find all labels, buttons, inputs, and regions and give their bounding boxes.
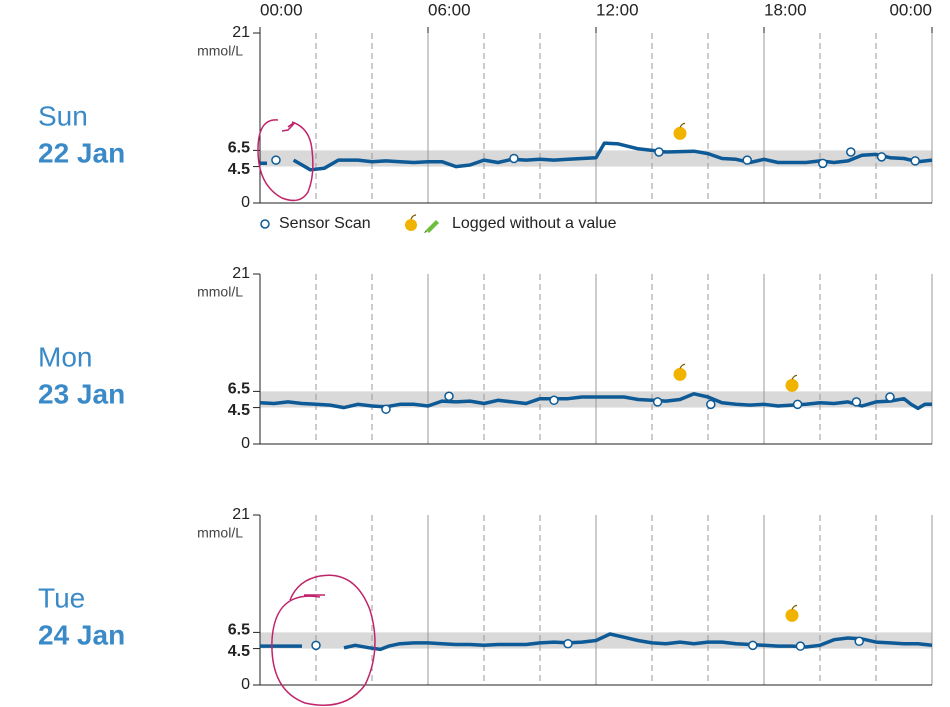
y-tick-label: 21 [232,265,250,282]
x-tick-label: 00:00 [260,0,303,19]
sensor-scan [509,153,519,164]
food-icon [673,367,687,381]
sensor-scan [381,404,391,414]
sensor-scan [792,399,803,410]
sensor-scan [846,147,856,157]
sensor-scan [885,392,895,402]
sensor-scan [563,638,573,649]
food-icon [785,378,799,392]
y-tick-label: 0 [241,676,250,693]
food-marker [785,374,799,392]
y-tick-label: 6.5 [228,140,250,157]
sensor-scan [910,156,920,166]
y-unit: mmol/L [197,284,243,300]
sensor-scan [444,391,454,401]
sensor-scan [311,640,321,651]
y-tick-label: 21 [232,24,250,41]
food-icon [785,608,799,622]
hand-circle [257,119,314,202]
day-name: Tue [38,582,85,613]
food-stem [791,374,798,380]
x-tick-label: 06:00 [428,0,471,19]
food-icon [673,126,687,140]
food-stem [791,604,798,610]
sensor-scan [876,152,887,162]
legend-pen-icon [424,220,439,233]
panel: Sun 22 Jan 00:00 06:00 12:00 18:00 00:00 0 4.5 6.… [38,0,933,211]
sensor-scan [652,397,663,407]
sensor-scan [271,155,281,165]
sensor-scan [748,640,758,651]
y-tick-label: 0 [241,435,250,452]
y-tick-label: 6.5 [228,381,250,398]
y-tick-label: 6.5 [228,622,250,639]
x-tick-label: 18:00 [764,0,807,19]
legend: Sensor Scan Logged without a value [260,214,617,233]
sensor-scan [854,636,864,647]
legend-food-icon [405,214,417,231]
hand-circle [271,574,376,706]
food-marker [785,604,799,622]
y-tick-label: 0 [241,194,250,211]
food-marker [673,363,687,381]
panel: Mon 23 Jan 0 4.5 6.5 21 mmol/L [38,265,933,452]
y-unit: mmol/L [197,43,243,59]
day-date: 22 Jan [38,137,125,168]
glucose-line [260,632,933,652]
y-tick-label: 21 [232,506,250,523]
panel: Tue 24 Jan 0 4.5 6.5 21 mmol/L [38,506,933,693]
glucose-line [259,392,932,411]
legend-label: Logged without a value [452,215,617,232]
sensor-scan [818,158,828,169]
x-tick-label: 00:00 [889,0,932,19]
food-stem [679,122,686,128]
y-tick-label: 4.5 [228,643,250,660]
sensor-scan [549,395,559,406]
day-date: 24 Jan [38,619,125,650]
y-tick-label: 4.5 [228,402,250,419]
sensor-scan [654,147,664,157]
sensor-scan [795,641,806,651]
x-tick-label: 12:00 [596,0,639,19]
glucose-line [260,141,933,172]
day-date: 23 Jan [38,378,125,409]
sensor-scan [706,399,716,410]
y-unit: mmol/L [197,525,243,541]
food-marker [673,122,687,140]
legend-scan-icon [260,219,270,229]
legend-label: Sensor Scan [279,215,371,232]
sensor-scan [851,397,862,407]
day-name: Mon [38,341,92,372]
hand-annotations [257,119,376,706]
sensor-scan [742,155,752,165]
day-name: Sun [38,100,88,131]
food-stem [679,363,686,369]
y-tick-label: 4.5 [228,161,250,178]
